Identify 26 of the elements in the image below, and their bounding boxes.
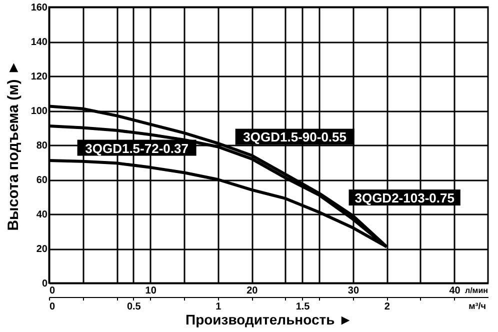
y-tick-label: 60	[36, 175, 48, 186]
x-tick-label: 1	[216, 302, 222, 312]
y-axis-title: Высота подъема (м) ►	[4, 60, 22, 231]
series-label: 3QGD1.5-90-0.55	[243, 130, 347, 145]
x2-tick-label: 0	[50, 286, 56, 296]
x-tick-label: 0.5	[126, 302, 142, 312]
x-tick-label: 2	[384, 302, 390, 312]
x2-tick-label: 10	[145, 286, 157, 296]
x2-tick-label: 20	[246, 286, 258, 296]
y-tick-label: 120	[30, 72, 48, 82]
y-tick-label: 140	[30, 37, 48, 48]
y-tick-label: 80	[36, 140, 48, 152]
series-label: 3QGD1.5-72-0.37	[85, 140, 188, 156]
y-tick-label: 160	[30, 2, 48, 14]
series-label: 3QGD2-103-0.75	[354, 190, 454, 206]
x-axis-title: Производительность ►	[186, 312, 352, 328]
y-tick-label: 40	[36, 210, 48, 220]
x-tick-label: 0	[50, 302, 56, 312]
x-tick-label: 1.5	[296, 302, 310, 312]
y-tick-label: 100	[30, 106, 48, 117]
text: м³/ч	[468, 301, 486, 311]
x2-axis-title: л/мин	[465, 286, 488, 295]
y-tick-label: 0	[42, 278, 48, 290]
x2-tick-label: 30	[348, 286, 360, 296]
x2-tick-label: 40	[449, 286, 461, 296]
y-tick-label: 20	[36, 244, 48, 255]
